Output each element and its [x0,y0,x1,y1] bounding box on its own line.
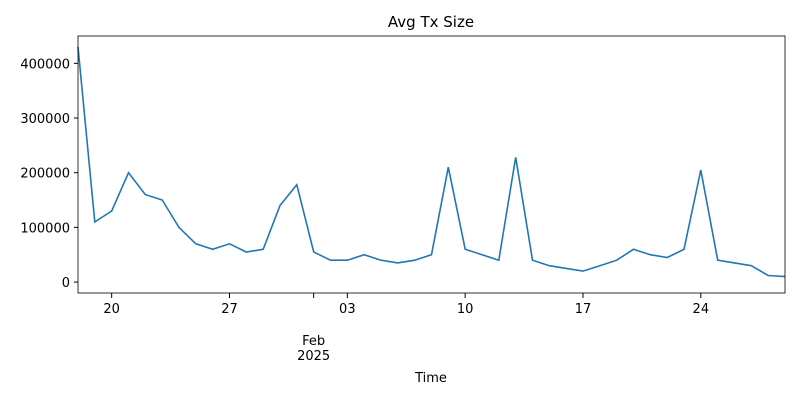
x-tick-label: 20 [103,302,120,317]
x-tick-label: 03 [339,302,356,317]
x-tick-label: 10 [457,302,474,317]
y-tick-label: 400000 [20,57,70,72]
chart-title: Avg Tx Size [388,13,474,31]
y-tick-label: 200000 [20,167,70,182]
x-tick-sublabel: 2025 [297,349,330,364]
plot-frame [77,35,786,294]
x-tick-label: 27 [221,302,238,317]
x-tick-label: 17 [575,302,592,317]
x-tick-label: Feb [302,334,325,349]
y-tick-label: 300000 [20,112,70,127]
x-tick-label: 24 [693,302,710,317]
y-tick-label: 0 [62,276,70,291]
y-tick-label: 100000 [20,221,70,236]
x-axis-label: Time [414,371,447,386]
data-line [77,46,786,278]
